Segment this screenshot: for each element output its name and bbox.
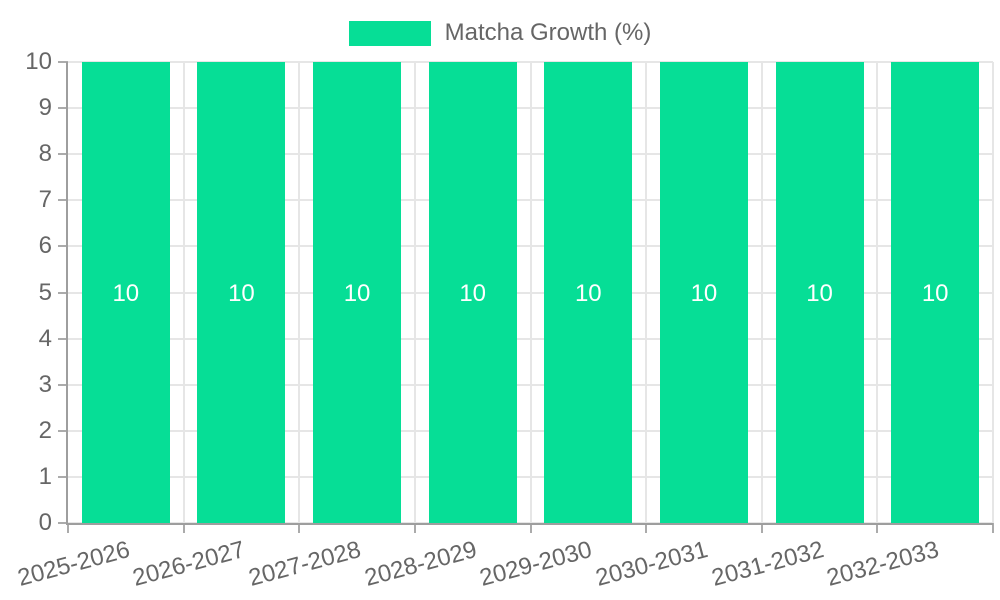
y-axis-line [66,62,68,525]
bar [428,62,517,523]
x-tick-mark [298,523,301,533]
v-gridline [876,62,879,523]
legend-swatch[interactable] [348,20,431,46]
y-tick-label: 9 [38,94,52,122]
y-tick-label: 4 [38,324,52,352]
x-tick-mark [992,523,994,533]
y-tick-mark [58,199,68,202]
x-tick-mark [67,523,69,533]
legend[interactable]: Matcha Growth (%) [0,17,1000,49]
x-tick-mark [760,523,763,533]
y-tick-mark [58,337,68,340]
y-tick-mark [58,245,68,248]
v-gridline [182,62,185,523]
v-gridline [992,62,994,523]
v-gridline [760,62,763,523]
x-tick-mark [645,523,648,533]
y-tick-label: 1 [38,462,52,490]
x-tick-mark [529,523,532,533]
y-tick-label: 10 [25,48,52,75]
y-tick-label: 3 [38,370,52,398]
y-tick-label: 8 [38,140,52,168]
bar-value-label: 10 [228,279,255,307]
y-tick-mark [58,153,68,156]
bar [313,62,402,523]
y-tick-mark [58,429,68,432]
y-tick-label: 6 [38,232,52,260]
bar-value-label: 10 [690,279,718,307]
y-tick-label: 0 [38,509,52,536]
bar-value-label: 10 [343,279,371,307]
bar [197,62,286,523]
x-axis-line [66,523,993,525]
y-tick-mark [58,383,68,386]
bar-value-label: 10 [806,279,833,307]
v-gridline [298,62,301,523]
v-gridline [413,62,416,523]
y-tick-label: 5 [38,278,52,306]
x-tick-mark [182,523,185,533]
bar-value-label: 10 [574,279,602,307]
x-tick-mark [413,523,416,533]
bar [659,62,748,523]
y-tick-mark [58,107,68,110]
bar-value-label: 10 [459,279,487,307]
bar-value-label: 10 [112,279,140,307]
v-gridline [529,62,532,523]
x-tick-mark [876,523,879,533]
bar [775,62,864,523]
bar [544,62,633,523]
y-tick-mark [58,291,68,294]
y-tick-label: 2 [38,416,52,444]
v-gridline [645,62,648,523]
bar-value-label: 10 [921,279,949,307]
bar [81,62,170,523]
y-tick-mark [58,475,68,478]
bar [891,62,980,523]
y-tick-label: 7 [38,186,52,214]
y-tick-mark [58,61,68,63]
y-tick-mark [58,522,68,524]
legend-label[interactable]: Matcha Growth (%) [444,19,652,46]
